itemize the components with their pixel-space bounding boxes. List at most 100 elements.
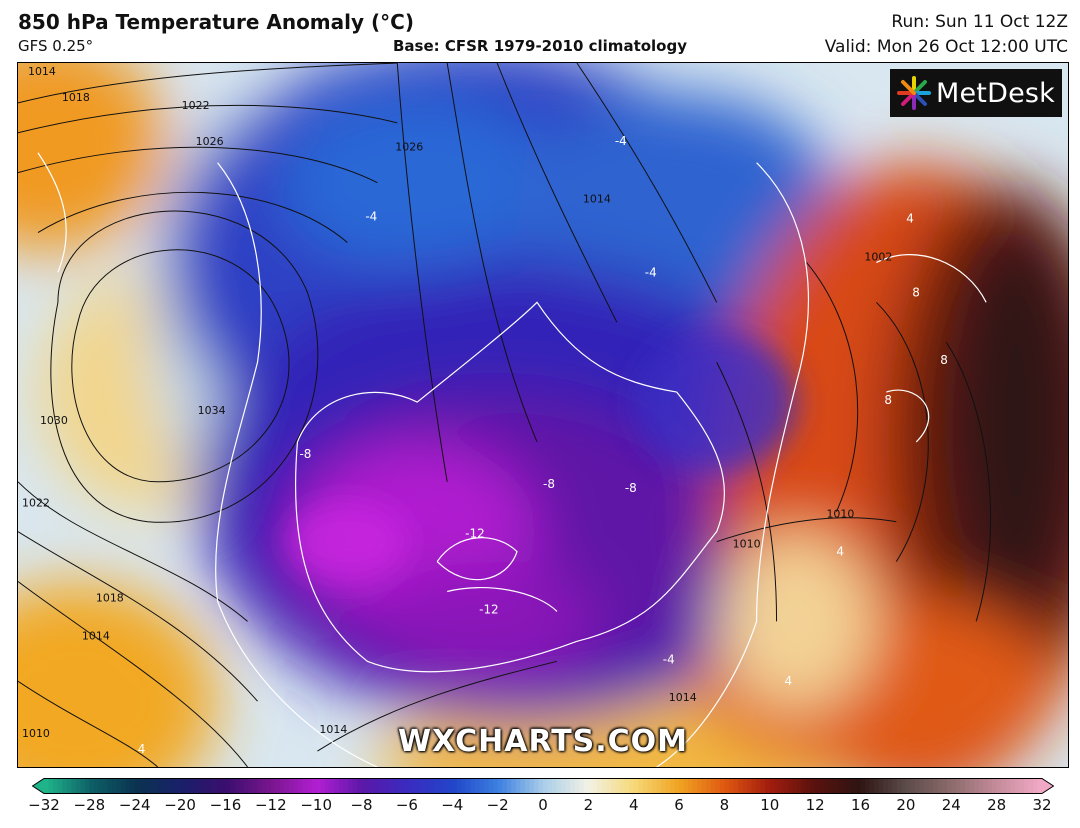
temperature-field <box>18 63 1068 767</box>
colorbar-segment <box>80 778 86 794</box>
colorbar-segment <box>275 778 281 794</box>
colorbar-segment <box>225 778 231 794</box>
colorbar-segment <box>774 778 780 794</box>
colorbar-segment <box>924 778 930 794</box>
colorbar-segment <box>565 778 571 794</box>
valid-time: Valid: Mon 26 Oct 12:00 UTC <box>824 37 1068 57</box>
colorbar-tick-label: 6 <box>674 796 684 814</box>
colorbar-segment <box>293 778 299 794</box>
colorbar-segment <box>216 778 222 794</box>
colorbar-segment <box>973 778 980 794</box>
colorbar-segment <box>493 778 499 794</box>
colorbar-segment <box>325 778 331 794</box>
isobar-label: 1022 <box>22 497 50 510</box>
colorbar-segment <box>964 778 971 794</box>
colorbar-segment <box>48 778 54 794</box>
map-canvas: 1014 1018 1022 1026 1030 1034 1022 1018 … <box>18 63 1068 767</box>
colorbar-segment <box>951 778 957 794</box>
colorbar-segment <box>724 778 730 794</box>
colorbar-segment <box>665 778 671 794</box>
colorbar-segment <box>892 778 898 794</box>
colorbar-segment <box>701 778 707 794</box>
colorbar-segment <box>93 778 100 794</box>
colorbar-segment <box>883 778 889 794</box>
colorbar-segment <box>787 778 794 794</box>
colorbar-segment <box>243 778 249 794</box>
isobar-label: 1010 <box>826 508 854 521</box>
colorbar-segment <box>919 778 925 794</box>
anomaly-label: -4 <box>663 652 675 666</box>
colorbar-segment <box>851 778 857 794</box>
colorbar-segment <box>642 778 648 794</box>
colorbar-segment <box>234 778 240 794</box>
colorbar-segment <box>801 778 807 794</box>
colorbar-segment <box>438 778 444 794</box>
isobar-label: 1014 <box>583 193 611 206</box>
colorbar-scale <box>32 778 1054 794</box>
colorbar-segment <box>347 778 354 794</box>
colorbar-segment <box>688 778 694 794</box>
colorbar-segment <box>98 778 104 794</box>
anomaly-label: -4 <box>365 210 377 224</box>
colorbar-segment <box>946 778 952 794</box>
anomaly-label: 8 <box>940 353 948 367</box>
colorbar-segment <box>388 778 394 794</box>
colorbar-segment <box>615 778 621 794</box>
colorbar-segment <box>611 778 617 794</box>
colorbar-segment <box>679 778 685 794</box>
colorbar-segment <box>284 778 290 794</box>
anomaly-label: -8 <box>543 477 555 491</box>
colorbar-segment <box>166 778 172 794</box>
isobar-label: 1034 <box>198 404 226 417</box>
colorbar-tick-label: −10 <box>300 796 332 814</box>
colorbar-tick-label: −20 <box>164 796 196 814</box>
colorbar-segment <box>874 778 880 794</box>
isobar-label: 1014 <box>669 691 697 704</box>
isobar-label: 1014 <box>28 65 56 78</box>
colorbar-segment <box>747 778 753 794</box>
colorbar-segment <box>479 778 485 794</box>
colorbar-segment <box>511 778 517 794</box>
watermark: WXCHARTS.COM <box>397 724 689 759</box>
colorbar-segment <box>810 778 816 794</box>
colorbar-segment <box>833 778 839 794</box>
colorbar-segment <box>316 778 322 794</box>
isobars <box>18 63 992 767</box>
colorbar-segment <box>152 778 159 794</box>
colorbar-segment <box>447 778 453 794</box>
colorbar-segment <box>638 778 644 794</box>
colorbar-segment <box>298 778 304 794</box>
colorbar-segment <box>320 778 326 794</box>
colorbar-tick-label: 0 <box>538 796 548 814</box>
isobar-label: 1018 <box>62 91 90 104</box>
colorbar-segment <box>393 778 399 794</box>
colorbar-segment <box>960 778 966 794</box>
colorbar-segment <box>434 778 440 794</box>
isobar-label: 1022 <box>182 99 210 112</box>
colorbar-segment <box>184 778 190 794</box>
colorbar-segment <box>792 778 798 794</box>
colorbar-tick-label: −16 <box>209 796 242 814</box>
colorbar-segment <box>533 778 540 794</box>
colorbar-segment <box>157 778 163 794</box>
colorbar-segment <box>107 778 113 794</box>
colorbar-segment <box>987 778 993 794</box>
colorbar-segment <box>443 778 449 794</box>
isobar-label: 1010 <box>733 538 761 551</box>
colorbar-segment <box>175 778 181 794</box>
colorbar-segment <box>134 778 140 794</box>
anomaly-label: 4 <box>906 212 914 226</box>
model-label: GFS 0.25° <box>18 37 94 55</box>
colorbar-segment <box>334 778 340 794</box>
colorbar-ticks: −32 −28 −24 −20 −16 −12 −10 −8 −6 −4 −2 0 2 4 6 8 10 12 16… <box>0 796 1080 818</box>
isobar-label: 1014 <box>319 723 347 736</box>
colorbar-segment <box>415 778 422 794</box>
isobar-label: 1018 <box>96 591 124 604</box>
isobar-label: 1014 <box>82 629 110 642</box>
colorbar-segment <box>102 778 109 794</box>
colorbar-segment <box>543 778 549 794</box>
colorbar-segment <box>738 778 744 794</box>
colorbar-segment <box>842 778 848 794</box>
colorbar-segment <box>75 778 81 794</box>
colorbar-segment <box>252 778 258 794</box>
